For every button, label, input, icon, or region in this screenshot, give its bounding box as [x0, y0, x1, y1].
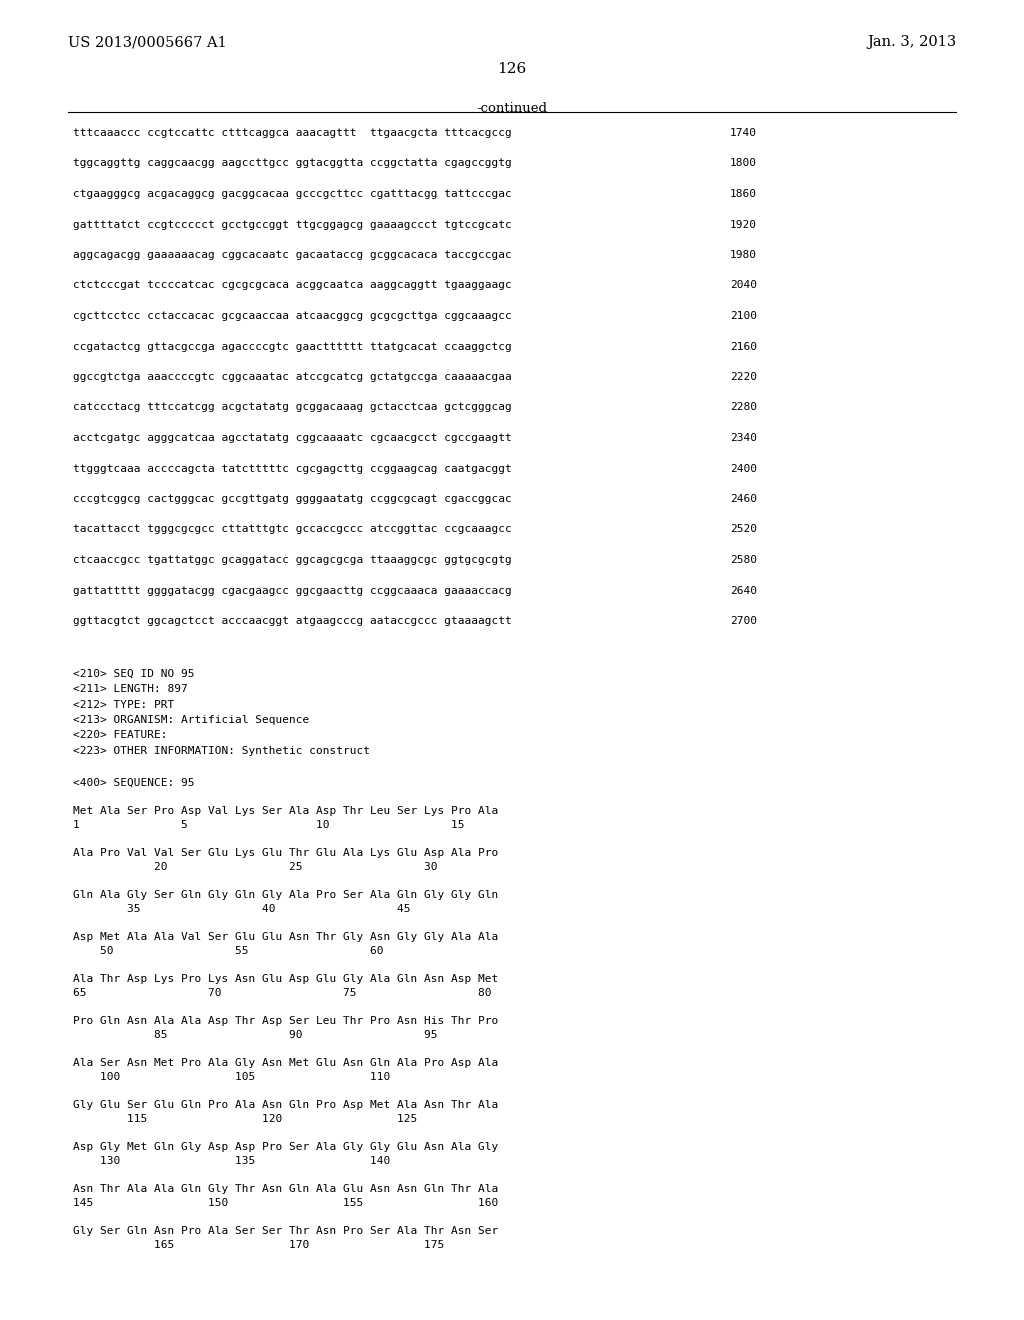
Text: cccgtcggcg cactgggcac gccgttgatg ggggaatatg ccggcgcagt cgaccggcac: cccgtcggcg cactgggcac gccgttgatg ggggaat… — [73, 494, 512, 504]
Text: ggccgtctga aaaccccgtc cggcaaatac atccgcatcg gctatgccga caaaaacgaa: ggccgtctga aaaccccgtc cggcaaatac atccgca… — [73, 372, 512, 381]
Text: 115                 120                 125: 115 120 125 — [73, 1114, 417, 1123]
Text: ccgatactcg gttacgccga agaccccgtc gaactttttt ttatgcacat ccaaggctcg: ccgatactcg gttacgccga agaccccgtc gaacttt… — [73, 342, 512, 351]
Text: Gly Glu Ser Glu Gln Pro Ala Asn Gln Pro Asp Met Ala Asn Thr Ala: Gly Glu Ser Glu Gln Pro Ala Asn Gln Pro … — [73, 1100, 499, 1110]
Text: <210> SEQ ID NO 95: <210> SEQ ID NO 95 — [73, 668, 195, 678]
Text: gattattttt ggggatacgg cgacgaagcc ggcgaacttg ccggcaaaca gaaaaccacg: gattattttt ggggatacgg cgacgaagcc ggcgaac… — [73, 586, 512, 595]
Text: 2160: 2160 — [730, 342, 757, 351]
Text: Met Ala Ser Pro Asp Val Lys Ser Ala Asp Thr Leu Ser Lys Pro Ala: Met Ala Ser Pro Asp Val Lys Ser Ala Asp … — [73, 805, 499, 816]
Text: 1920: 1920 — [730, 219, 757, 230]
Text: tggcaggttg caggcaacgg aagccttgcc ggtacggtta ccggctatta cgagccggtg: tggcaggttg caggcaacgg aagccttgcc ggtacgg… — [73, 158, 512, 169]
Text: catccctacg tttccatcgg acgctatatg gcggacaaag gctacctcaa gctcgggcag: catccctacg tttccatcgg acgctatatg gcggaca… — [73, 403, 512, 412]
Text: 2580: 2580 — [730, 554, 757, 565]
Text: 2640: 2640 — [730, 586, 757, 595]
Text: 35                  40                  45: 35 40 45 — [73, 903, 411, 913]
Text: ggttacgtct ggcagctcct acccaacggt atgaagcccg aataccgccc gtaaaagctt: ggttacgtct ggcagctcct acccaacggt atgaagc… — [73, 616, 512, 626]
Text: 130                 135                 140: 130 135 140 — [73, 1155, 390, 1166]
Text: <211> LENGTH: 897: <211> LENGTH: 897 — [73, 684, 187, 694]
Text: 145                 150                 155                 160: 145 150 155 160 — [73, 1197, 499, 1208]
Text: 2700: 2700 — [730, 616, 757, 626]
Text: ttgggtcaaa accccagcta tatctttttc cgcgagcttg ccggaagcag caatgacggt: ttgggtcaaa accccagcta tatctttttc cgcgagc… — [73, 463, 512, 474]
Text: 85                  90                  95: 85 90 95 — [73, 1030, 437, 1040]
Text: ctcaaccgcc tgattatggc gcaggatacc ggcagcgcga ttaaaggcgc ggtgcgcgtg: ctcaaccgcc tgattatggc gcaggatacc ggcagcg… — [73, 554, 512, 565]
Text: ctctcccgat tccccatcac cgcgcgcaca acggcaatca aaggcaggtt tgaaggaagc: ctctcccgat tccccatcac cgcgcgcaca acggcaa… — [73, 281, 512, 290]
Text: 126: 126 — [498, 62, 526, 77]
Text: Ala Pro Val Val Ser Glu Lys Glu Thr Glu Ala Lys Glu Asp Ala Pro: Ala Pro Val Val Ser Glu Lys Glu Thr Glu … — [73, 847, 499, 858]
Text: ctgaagggcg acgacaggcg gacggcacaa gcccgcttcc cgatttacgg tattcccgac: ctgaagggcg acgacaggcg gacggcacaa gcccgct… — [73, 189, 512, 199]
Text: tttcaaaccc ccgtccattc ctttcaggca aaacagttt  ttgaacgcta tttcacgccg: tttcaaaccc ccgtccattc ctttcaggca aaacagt… — [73, 128, 512, 139]
Text: Asn Thr Ala Ala Gln Gly Thr Asn Gln Ala Glu Asn Asn Gln Thr Ala: Asn Thr Ala Ala Gln Gly Thr Asn Gln Ala … — [73, 1184, 499, 1193]
Text: <400> SEQUENCE: 95: <400> SEQUENCE: 95 — [73, 777, 195, 788]
Text: Asp Met Ala Ala Val Ser Glu Glu Asn Thr Gly Asn Gly Gly Ala Ala: Asp Met Ala Ala Val Ser Glu Glu Asn Thr … — [73, 932, 499, 941]
Text: 50                  55                  60: 50 55 60 — [73, 945, 384, 956]
Text: Ala Thr Asp Lys Pro Lys Asn Glu Asp Glu Gly Ala Gln Asn Asp Met: Ala Thr Asp Lys Pro Lys Asn Glu Asp Glu … — [73, 974, 499, 983]
Text: aggcagacgg gaaaaaacag cggcacaatc gacaataccg gcggcacaca taccgccgac: aggcagacgg gaaaaaacag cggcacaatc gacaata… — [73, 249, 512, 260]
Text: US 2013/0005667 A1: US 2013/0005667 A1 — [68, 36, 226, 49]
Text: 2340: 2340 — [730, 433, 757, 444]
Text: -continued: -continued — [476, 102, 548, 115]
Text: 1860: 1860 — [730, 189, 757, 199]
Text: 2100: 2100 — [730, 312, 757, 321]
Text: 2280: 2280 — [730, 403, 757, 412]
Text: gattttatct ccgtccccct gcctgccggt ttgcggagcg gaaaagccct tgtccgcatc: gattttatct ccgtccccct gcctgccggt ttgcgga… — [73, 219, 512, 230]
Text: Asp Gly Met Gln Gly Asp Asp Pro Ser Ala Gly Gly Glu Asn Ala Gly: Asp Gly Met Gln Gly Asp Asp Pro Ser Ala … — [73, 1142, 499, 1151]
Text: Pro Gln Asn Ala Ala Asp Thr Asp Ser Leu Thr Pro Asn His Thr Pro: Pro Gln Asn Ala Ala Asp Thr Asp Ser Leu … — [73, 1015, 499, 1026]
Text: 20                  25                  30: 20 25 30 — [73, 862, 437, 871]
Text: Gly Ser Gln Asn Pro Ala Ser Ser Thr Asn Pro Ser Ala Thr Asn Ser: Gly Ser Gln Asn Pro Ala Ser Ser Thr Asn … — [73, 1225, 499, 1236]
Text: tacattacct tgggcgcgcc cttatttgtc gccaccgccc atccggttac ccgcaaagcc: tacattacct tgggcgcgcc cttatttgtc gccaccg… — [73, 524, 512, 535]
Text: 65                  70                  75                  80: 65 70 75 80 — [73, 987, 492, 998]
Text: Jan. 3, 2013: Jan. 3, 2013 — [866, 36, 956, 49]
Text: 2460: 2460 — [730, 494, 757, 504]
Text: acctcgatgc agggcatcaa agcctatatg cggcaaaatc cgcaacgcct cgccgaagtt: acctcgatgc agggcatcaa agcctatatg cggcaaa… — [73, 433, 512, 444]
Text: 2400: 2400 — [730, 463, 757, 474]
Text: 1800: 1800 — [730, 158, 757, 169]
Text: cgcttcctcc cctaccacac gcgcaaccaa atcaacggcg gcgcgcttga cggcaaagcc: cgcttcctcc cctaccacac gcgcaaccaa atcaacg… — [73, 312, 512, 321]
Text: Ala Ser Asn Met Pro Ala Gly Asn Met Glu Asn Gln Ala Pro Asp Ala: Ala Ser Asn Met Pro Ala Gly Asn Met Glu … — [73, 1057, 499, 1068]
Text: <212> TYPE: PRT: <212> TYPE: PRT — [73, 700, 174, 710]
Text: <223> OTHER INFORMATION: Synthetic construct: <223> OTHER INFORMATION: Synthetic const… — [73, 746, 370, 756]
Text: <213> ORGANISM: Artificial Sequence: <213> ORGANISM: Artificial Sequence — [73, 715, 309, 725]
Text: 165                 170                 175: 165 170 175 — [73, 1239, 444, 1250]
Text: 1740: 1740 — [730, 128, 757, 139]
Text: Gln Ala Gly Ser Gln Gly Gln Gly Ala Pro Ser Ala Gln Gly Gly Gln: Gln Ala Gly Ser Gln Gly Gln Gly Ala Pro … — [73, 890, 499, 899]
Text: 1980: 1980 — [730, 249, 757, 260]
Text: 100                 105                 110: 100 105 110 — [73, 1072, 390, 1081]
Text: 2040: 2040 — [730, 281, 757, 290]
Text: 2220: 2220 — [730, 372, 757, 381]
Text: <220> FEATURE:: <220> FEATURE: — [73, 730, 168, 741]
Text: 2520: 2520 — [730, 524, 757, 535]
Text: 1               5                   10                  15: 1 5 10 15 — [73, 820, 465, 829]
